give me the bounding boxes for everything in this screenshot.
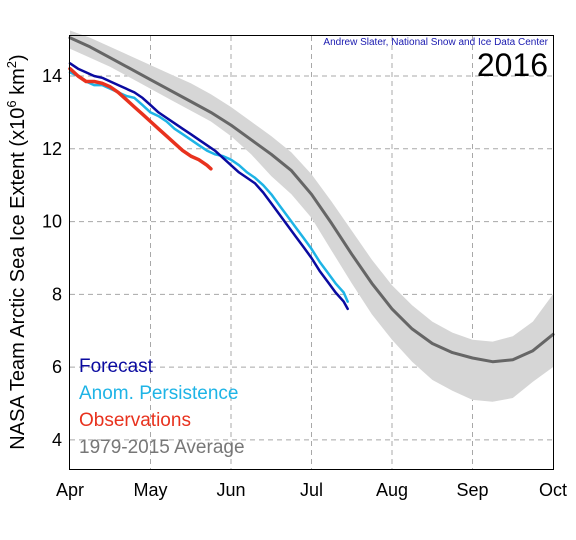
x-tick-label: Sep	[456, 480, 488, 500]
y-tick-label: 6	[52, 357, 62, 377]
y-axis-label: NASA Team Arctic Sea Ice Extent (x106 km…	[4, 54, 29, 449]
gridlines	[70, 36, 553, 469]
legend: Forecast Anom. Persistence Observations …	[79, 356, 245, 458]
series-layer	[68, 36, 555, 364]
credit-text: Andrew Slater, National Snow and Ice Dat…	[323, 37, 548, 48]
legend-observations: Observations	[79, 410, 191, 431]
y-tick-label: 4	[52, 430, 62, 450]
legend-average: 1979-2015 Average	[79, 437, 245, 458]
y-tick-label: 14	[42, 66, 62, 86]
x-tick-label: May	[133, 480, 167, 500]
x-tick-label: Jul	[300, 480, 323, 500]
legend-forecast: Forecast	[79, 356, 154, 377]
series-line-observations	[68, 66, 213, 171]
y-tick-label: 10	[42, 212, 62, 232]
y-label-close: )	[7, 54, 29, 61]
plot-frame	[69, 35, 554, 470]
legend-anom-persistence: Anom. Persistence	[79, 383, 238, 404]
chart-title: 2016	[477, 47, 548, 83]
y-label-sup: 6	[4, 100, 19, 107]
x-tick-label: Apr	[56, 480, 84, 500]
series-line-1979-2015-average	[68, 36, 555, 364]
y-label-unit: km	[7, 68, 29, 100]
x-tick-label: Aug	[376, 480, 408, 500]
y-label-sup2: 2	[4, 61, 19, 68]
y-label-main: NASA Team Arctic Sea Ice Extent (x10	[7, 108, 29, 450]
x-tick-label: Jun	[216, 480, 245, 500]
tick-labels: Apr May Jun Jul Aug Sep Oct 4 6 8 10 12 14	[42, 66, 567, 500]
y-tick-label: 12	[42, 139, 62, 159]
range-band-layer	[70, 30, 553, 402]
x-tick-label: Oct	[539, 480, 567, 500]
y-tick-label: 8	[52, 284, 62, 304]
series-line-forecast	[68, 62, 349, 311]
range-band	[70, 30, 553, 402]
